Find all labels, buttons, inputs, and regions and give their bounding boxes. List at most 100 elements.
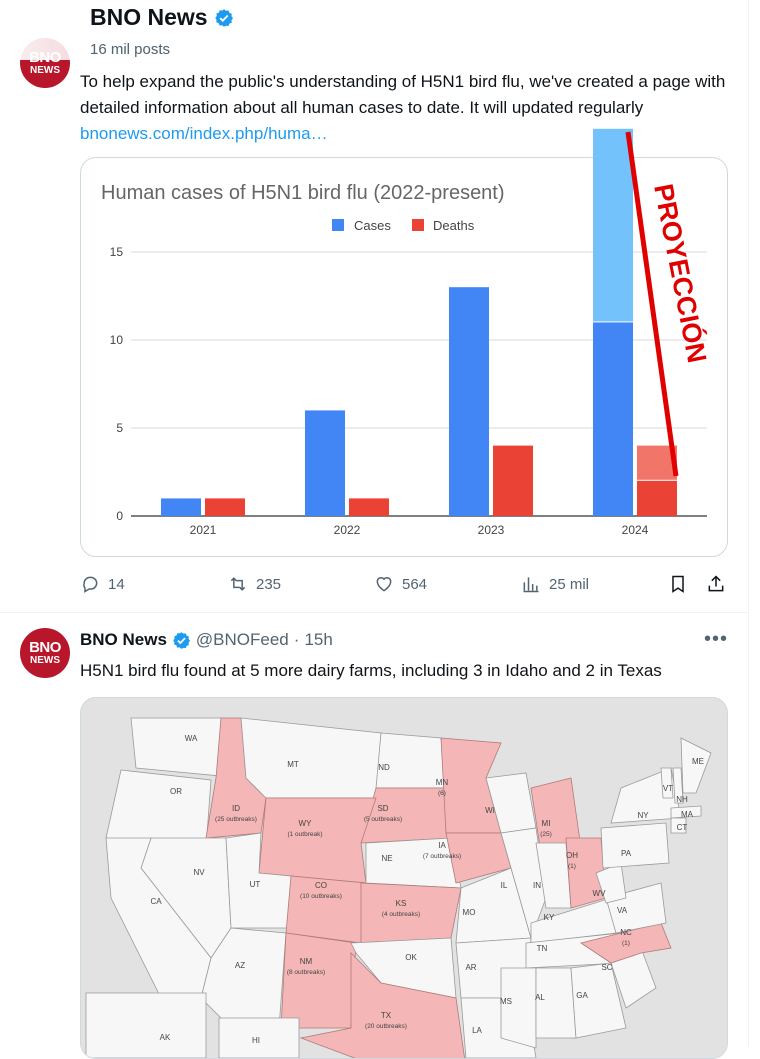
legend-label-cases: Cases xyxy=(354,218,391,233)
state-outbreak-count: (1) xyxy=(568,863,576,870)
state-shape-or xyxy=(105,769,212,849)
bar-cases-2024 xyxy=(593,322,633,516)
header-separator: · xyxy=(293,630,300,649)
author-name[interactable]: BNO News xyxy=(80,630,167,649)
tweet-text: To help expand the public's understandin… xyxy=(80,69,730,147)
avatar-logo-text: BNO xyxy=(29,639,61,656)
legend-label-deaths: Deaths xyxy=(433,218,475,233)
state-outbreak-count: (20 outbreaks) xyxy=(365,1023,407,1030)
state-abbr: ID xyxy=(232,804,240,813)
views-button[interactable]: 25 mil xyxy=(521,574,589,594)
state-label-mn: MN (6) xyxy=(436,778,449,797)
bar-deaths-2024 xyxy=(637,480,677,516)
state-label-ar: AR xyxy=(465,963,476,972)
bar-cases-projection-2024 xyxy=(593,128,633,322)
state-abbr: WY xyxy=(299,819,313,828)
state-label-wa: WA xyxy=(185,734,198,743)
state-abbr: MI xyxy=(542,819,551,828)
state-label-in: IN xyxy=(533,881,541,890)
share-button[interactable] xyxy=(706,574,726,594)
reply-button[interactable]: 14 xyxy=(80,574,125,594)
profile-name: BNO News xyxy=(90,4,208,30)
avatar-logo-subtext: NEWS xyxy=(30,65,60,76)
tweet-link[interactable]: bnonews.com/index.php/huma… xyxy=(80,124,328,143)
state-shape-wa xyxy=(130,717,222,777)
state-label-la: LA xyxy=(472,1026,482,1035)
more-options-icon[interactable]: ••• xyxy=(704,628,729,650)
state-label-ks: KS (4 outbreaks) xyxy=(382,899,420,918)
state-label-mt: MT xyxy=(287,760,299,769)
heart-icon xyxy=(376,577,392,592)
state-label-oh: OH (1) xyxy=(566,851,578,870)
chart-legend: Cases Deaths xyxy=(332,218,475,233)
state-label-ak: AK xyxy=(160,1033,171,1042)
state-shape-ne xyxy=(365,837,462,889)
bar-deaths-2022 xyxy=(349,498,389,516)
legend-swatch-deaths xyxy=(412,219,424,231)
avatar-logo-subtext: NEWS xyxy=(30,655,60,666)
state-shape-nm xyxy=(280,932,357,1029)
state-label-ny: NY xyxy=(637,811,649,820)
bar-chart: Human cases of H5N1 bird flu (2022-prese… xyxy=(101,128,707,537)
state-abbr: CO xyxy=(315,881,327,890)
bar-cases-2023 xyxy=(449,287,489,516)
reply-icon xyxy=(83,576,98,593)
state-label-me: ME xyxy=(692,757,704,766)
y-tick-label: 0 xyxy=(116,509,123,523)
bar-deaths-2021 xyxy=(205,498,245,516)
map-image-card[interactable]: WA OR ID (25 outbreaks) MT ND SD (5 outbreaks) W… xyxy=(80,697,728,1059)
state-label-tx: TX (20 outbreaks) xyxy=(365,1011,407,1030)
state-shape-ak xyxy=(85,992,207,1058)
repost-button[interactable]: 235 xyxy=(228,574,281,594)
state-label-ga: GA xyxy=(576,991,588,1000)
state-label-vt: VT xyxy=(663,784,673,793)
author-handle[interactable]: @BNOFeed xyxy=(195,630,289,649)
state-outbreak-count: (5 outbreaks) xyxy=(364,816,402,823)
y-tick-label: 10 xyxy=(110,333,124,347)
state-label-mo: MO xyxy=(463,908,476,917)
like-count: 564 xyxy=(402,575,428,593)
y-tick-label: 15 xyxy=(110,245,124,259)
state-shape-tx xyxy=(299,952,465,1058)
state-shape-wy xyxy=(258,797,377,884)
state-shape-ct xyxy=(670,817,687,834)
bookmark-button[interactable] xyxy=(668,574,688,594)
state-label-nc: NC (1) xyxy=(620,928,632,947)
reply-count: 14 xyxy=(108,575,125,593)
state-label-co: CO (10 outbreaks) xyxy=(300,881,342,900)
tweet-divider xyxy=(0,612,748,613)
views-count: 25 mil xyxy=(549,575,590,593)
state-shape-me xyxy=(680,737,712,794)
state-label-ut: UT xyxy=(250,880,261,889)
bookmark-icon xyxy=(672,575,684,593)
state-label-tn: TN xyxy=(537,944,548,953)
us-outbreak-map: WA OR ID (25 outbreaks) MT ND SD (5 outbreaks) W… xyxy=(81,698,727,1058)
repost-count: 235 xyxy=(256,575,282,593)
state-abbr: SD xyxy=(377,804,388,813)
state-outbreak-count: (1 outbreak) xyxy=(287,831,322,838)
header-fade xyxy=(0,30,360,60)
state-abbr: NM xyxy=(300,957,313,966)
like-button[interactable]: 564 xyxy=(374,574,427,594)
state-label-ne: NE xyxy=(381,854,392,863)
bar-deaths-2023 xyxy=(493,445,533,516)
state-label-sc: SC xyxy=(601,963,612,972)
tweet-timestamp[interactable]: 15h xyxy=(304,630,333,649)
state-label-wi: WI xyxy=(485,806,495,815)
state-label-id: ID (25 outbreaks) xyxy=(215,804,257,823)
chart-image-card[interactable]: Human cases of H5N1 bird flu (2022-prese… xyxy=(80,128,728,557)
state-outbreak-count: (8 outbreaks) xyxy=(287,969,325,976)
state-label-ky: KY xyxy=(544,913,555,922)
state-label-az: AZ xyxy=(235,961,245,970)
share-icon xyxy=(708,575,724,592)
state-label-ok: OK xyxy=(405,953,417,962)
profile-header-name: BNO News xyxy=(90,4,234,31)
state-label-mi: MI (25) xyxy=(540,819,552,838)
tweet-text: H5N1 bird flu found at 5 more dairy farm… xyxy=(80,661,662,680)
state-abbr: OH xyxy=(566,851,578,860)
state-shape-il xyxy=(500,827,547,940)
state-abbr: IA xyxy=(438,841,446,850)
state-label-ms: MS xyxy=(500,997,512,1006)
state-label-wy: WY (1 outbreak) xyxy=(287,819,322,838)
avatar[interactable]: BNO NEWS xyxy=(20,628,70,678)
